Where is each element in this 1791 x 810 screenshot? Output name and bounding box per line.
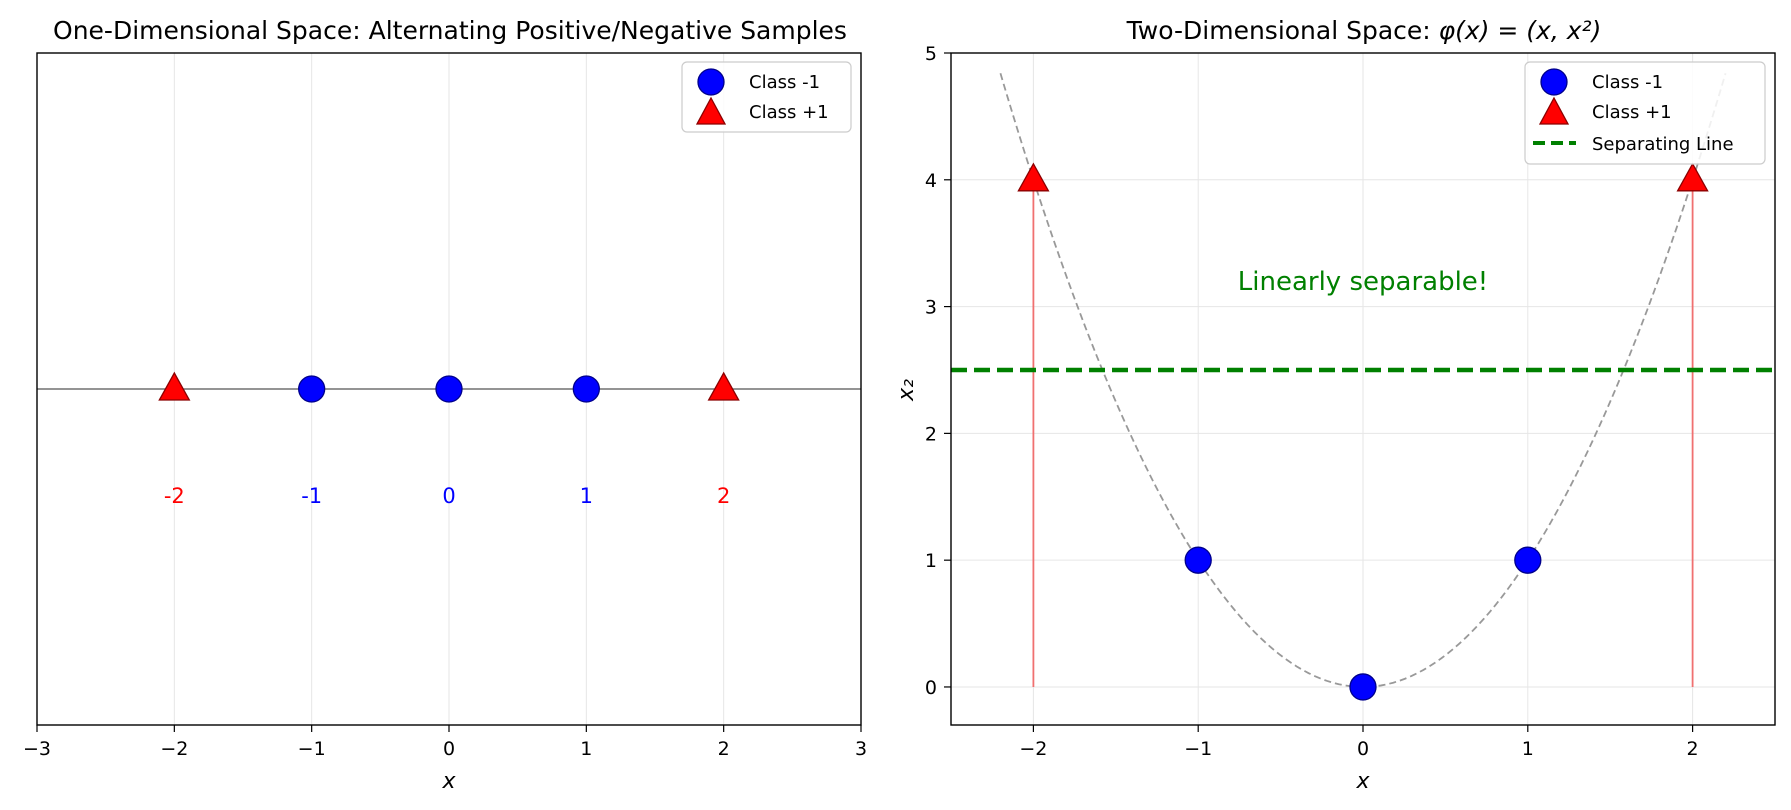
chart-2d-title: Two-Dimensional Space: φ(x) = (x, x²) (1126, 16, 1602, 45)
chart-1d-point-label: -1 (301, 484, 322, 508)
chart-2d-y-tick-label: 4 (925, 170, 937, 192)
chart-2d-x-tick-label: −1 (1184, 738, 1212, 760)
chart-1d-marks (158, 371, 740, 403)
chart-1d-point-class-neg (572, 375, 600, 403)
chart-1d-point-label: 0 (442, 484, 455, 508)
chart-2d-title-math: φ(x) = (x, x²) (1439, 16, 1602, 45)
chart-2d-y-tick-label: 5 (925, 43, 937, 65)
chart-2d-y-tick-label: 0 (925, 677, 937, 699)
chart-1d-tick-label: −2 (160, 738, 188, 760)
chart-1d-tick-label: 0 (443, 738, 455, 760)
chart-1d-point-class-pos (707, 371, 740, 401)
chart-1d-legend: Class -1 Class +1 (681, 61, 852, 133)
chart-2d-point-class-neg (1184, 546, 1212, 574)
chart-2d-ylabel: x₂ (894, 379, 919, 402)
chart-2d-legend-box (1524, 61, 1766, 165)
chart-2d-point-class-pos (1676, 162, 1709, 192)
chart-1d-title: One-Dimensional Space: Alternating Posit… (53, 16, 847, 45)
chart-2d-xlabel: x (1355, 769, 1370, 794)
legend-class-pos-marker (695, 96, 727, 125)
chart-1d-point-label: 1 (580, 484, 593, 508)
chart-2d-title-prefix: Two-Dimensional Space: (1126, 16, 1439, 45)
chart-2d-projections (1032, 179, 1694, 687)
chart-2d-x-tick-label: 0 (1357, 738, 1369, 760)
chart-2d-y-tick-label: 3 (925, 297, 937, 319)
chart-1d-point-label: -2 (164, 484, 185, 508)
chart-1d-legend-entry-1: Class +1 (749, 102, 829, 123)
chart-2d-marks (1017, 162, 1709, 701)
legend-class-neg-marker (1540, 68, 1568, 96)
chart-2d-point-class-pos (1017, 162, 1050, 192)
chart-2d-legend-entry-2: Separating Line (1592, 134, 1734, 155)
chart-2d-x-ticks: −2 −1 0 1 2 (1019, 725, 1699, 760)
chart-2d-legend: Class -1 Class +1 Separating Line (1524, 61, 1766, 165)
chart-2d-x-tick-label: −2 (1019, 738, 1047, 760)
chart-1d-point-class-pos (158, 371, 191, 401)
chart-1d-point-labels: -2 -1 0 1 2 (164, 484, 730, 508)
chart-1d-tick-label: 3 (855, 738, 867, 760)
chart-2d-legend-entry-0: Class -1 (1592, 72, 1663, 93)
chart-1d-tick-label: −3 (23, 738, 51, 760)
chart-2d-y-ticks: 0 1 2 3 4 5 (925, 43, 951, 699)
chart-2d-y-tick-label: 2 (925, 423, 937, 445)
chart-1d-point-class-neg (298, 375, 326, 403)
chart-2d: Two-Dimensional Space: φ(x) = (x, x²) Li… (894, 16, 1776, 794)
chart-2d-point-class-neg (1349, 673, 1377, 701)
chart-1d: One-Dimensional Space: Alternating Posit… (23, 16, 867, 794)
chart-1d-point-class-neg (435, 375, 463, 403)
chart-2d-point-class-neg (1514, 546, 1542, 574)
chart-1d-point-label: 2 (717, 484, 730, 508)
legend-class-neg-marker (697, 68, 725, 96)
chart-2d-x-tick-label: 1 (1522, 738, 1534, 760)
chart-2d-y-tick-label: 1 (925, 550, 937, 572)
chart-1d-tick-label: 2 (718, 738, 730, 760)
chart-1d-tick-label: −1 (298, 738, 326, 760)
chart-2d-legend-entry-1: Class +1 (1592, 102, 1672, 123)
chart-2d-x-tick-label: 2 (1687, 738, 1699, 760)
chart-2d-annotation: Linearly separable! (1238, 267, 1488, 297)
chart-1d-tick-label: 1 (580, 738, 592, 760)
chart-1d-xlabel: x (441, 769, 456, 794)
legend-class-pos-marker (1538, 96, 1570, 125)
chart-1d-x-ticks: −3 −2 −1 0 1 2 3 (23, 725, 867, 760)
chart-1d-legend-entry-0: Class -1 (749, 72, 820, 93)
